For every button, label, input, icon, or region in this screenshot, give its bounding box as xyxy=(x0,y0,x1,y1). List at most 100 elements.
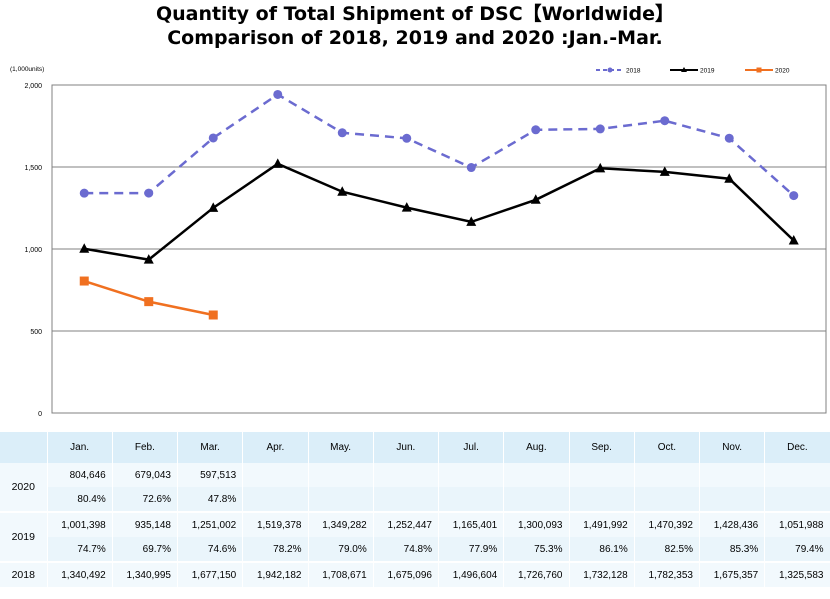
chart-title-line-1: Quantity of Total Shipment of DSC【Worldw… xyxy=(155,3,675,25)
table-header-cell: Oct. xyxy=(634,432,701,463)
table-cell-percent xyxy=(569,487,635,512)
table-cell-value: 1,942,182 xyxy=(242,561,309,587)
table-header-cell: Jul. xyxy=(438,432,505,463)
table-cell-percent: 74.6% xyxy=(177,537,244,562)
table-cell-percent: 77.9% xyxy=(438,537,505,562)
data-point-2019 xyxy=(401,202,412,212)
table-cell-value: 1,349,282 xyxy=(308,511,374,537)
table-cell-percent: 80.4% xyxy=(47,487,113,512)
legend-label-2019: 2019 xyxy=(700,68,715,75)
table-cell-percent: 74.7% xyxy=(47,537,113,562)
data-point-2018 xyxy=(144,188,154,198)
table-cell-value: 1,519,378 xyxy=(242,511,309,537)
table-header-cell: Jun. xyxy=(373,432,440,463)
year-label: 2019 xyxy=(0,511,48,562)
data-point-2019 xyxy=(724,173,735,183)
data-point-2018 xyxy=(337,128,347,138)
table-cell-percent xyxy=(373,487,440,512)
table-header-corner xyxy=(0,432,48,463)
table-cell-value: 1,051,988 xyxy=(764,511,830,537)
y-tick-label: 1,500 xyxy=(24,165,42,172)
data-point-2019 xyxy=(530,194,541,204)
table-cell-percent: 78.2% xyxy=(242,537,309,562)
table-cell-value xyxy=(699,463,766,487)
table-cell-value xyxy=(308,463,374,487)
table-cell-value: 597,513 xyxy=(177,463,244,487)
data-point-2018 xyxy=(531,125,541,135)
table-cell-percent xyxy=(764,487,830,512)
data-point-2018 xyxy=(79,188,89,198)
data-point-2018 xyxy=(466,163,476,173)
table-cell-value: 1,300,093 xyxy=(503,511,570,537)
table-row: 80.4% 72.6% 47.8% xyxy=(0,487,830,512)
series-line-2018 xyxy=(84,93,795,197)
table-header-cell: Jan. xyxy=(47,432,113,463)
table-cell-percent xyxy=(308,487,374,512)
data-point-2019 xyxy=(466,216,477,226)
y-tick-label: 0 xyxy=(38,411,42,418)
data-point-2018 xyxy=(273,89,283,99)
table-header-row: Jan. Feb. Mar. Apr. May. Jun. Jul. Aug. Sep. Oct.… xyxy=(0,432,830,463)
data-point-2020 xyxy=(79,276,89,286)
table-cell-value: 1,251,002 xyxy=(177,511,244,537)
data-point-2020 xyxy=(144,297,154,307)
legend-marker-2018 xyxy=(607,67,613,73)
year-label: 2020 xyxy=(0,463,48,512)
y-axis-label: (1,000units) xyxy=(10,66,44,73)
plot-frame xyxy=(51,84,827,414)
table-cell-percent xyxy=(503,487,570,512)
data-point-2020 xyxy=(208,310,218,320)
y-tick-label: 500 xyxy=(30,329,42,336)
table-cell-value: 1,252,447 xyxy=(373,511,440,537)
table-cell-value xyxy=(242,463,309,487)
data-point-2018 xyxy=(208,133,218,143)
data-point-2018 xyxy=(724,133,734,143)
data-point-2019 xyxy=(788,234,799,245)
table-cell-percent: 72.6% xyxy=(112,487,179,512)
table-header-cell: Apr. xyxy=(242,432,309,463)
table-row: 74.7% 69.7% 74.6% 78.2% 79.0% 74.8% 77.9% 75.3%… xyxy=(0,537,830,562)
table-cell-value: 1,470,392 xyxy=(634,511,701,537)
data-point-2018 xyxy=(402,133,412,143)
table-cell-value: 1,675,096 xyxy=(373,561,440,587)
table-cell-percent: 79.4% xyxy=(764,537,830,562)
table-cell-value xyxy=(438,463,505,487)
data-point-2018 xyxy=(660,116,670,126)
table-cell-percent: 47.8% xyxy=(177,487,244,512)
table-cell-percent: 86.1% xyxy=(569,537,635,562)
legend-marker-2019 xyxy=(681,67,687,72)
data-point-2019 xyxy=(143,254,154,264)
line-chart: 2,000 1,500 1,000 500 0 (1,000units) 2018 2019 2… xyxy=(10,66,827,418)
y-tick-label: 2,000 xyxy=(24,83,42,90)
data-point-2019 xyxy=(272,158,283,168)
table-header-cell: Dec. xyxy=(764,432,830,463)
table-cell-percent xyxy=(242,487,309,512)
y-tick-label: 1,000 xyxy=(24,247,42,254)
table-cell-value: 1,340,492 xyxy=(47,561,113,587)
table-row: 2019 1,001,398 935,148 1,251,002 1,519,378 1,… xyxy=(0,511,830,562)
table-header-cell: Aug. xyxy=(503,432,570,463)
table-cell-value: 804,646 xyxy=(47,463,113,487)
table-header-cell: Sep. xyxy=(569,432,635,463)
table-cell-percent xyxy=(699,487,766,512)
legend-label-2020: 2020 xyxy=(775,68,790,75)
table-cell-value: 1,726,760 xyxy=(503,561,570,587)
table-cell-value: 1,340,995 xyxy=(112,561,179,587)
table-cell-value: 1,782,353 xyxy=(634,561,701,587)
chart-title-line-2: Comparison of 2018, 2019 and 2020 :Jan.-… xyxy=(167,27,663,49)
data-point-2019 xyxy=(79,243,90,253)
table-cell-percent xyxy=(634,487,701,512)
table-row: 2018 1,340,492 1,340,995 1,677,150 1,942,182… xyxy=(0,561,830,587)
legend-marker-2020 xyxy=(756,67,762,73)
data-table: Jan. Feb. Mar. Apr. May. Jun. Jul. Aug. Sep. Oct.… xyxy=(0,432,830,587)
table-header-cell: Mar. xyxy=(177,432,244,463)
table-cell-value: 1,732,128 xyxy=(569,561,635,587)
table-cell-value xyxy=(634,463,701,487)
table-cell-percent xyxy=(438,487,505,512)
table-header-cell: Nov. xyxy=(699,432,766,463)
table-cell-value xyxy=(503,463,570,487)
data-point-2019 xyxy=(337,186,348,196)
table-cell-percent: 69.7% xyxy=(112,537,179,562)
table-cell-value xyxy=(764,463,830,487)
table-cell-percent: 85.3% xyxy=(699,537,766,562)
